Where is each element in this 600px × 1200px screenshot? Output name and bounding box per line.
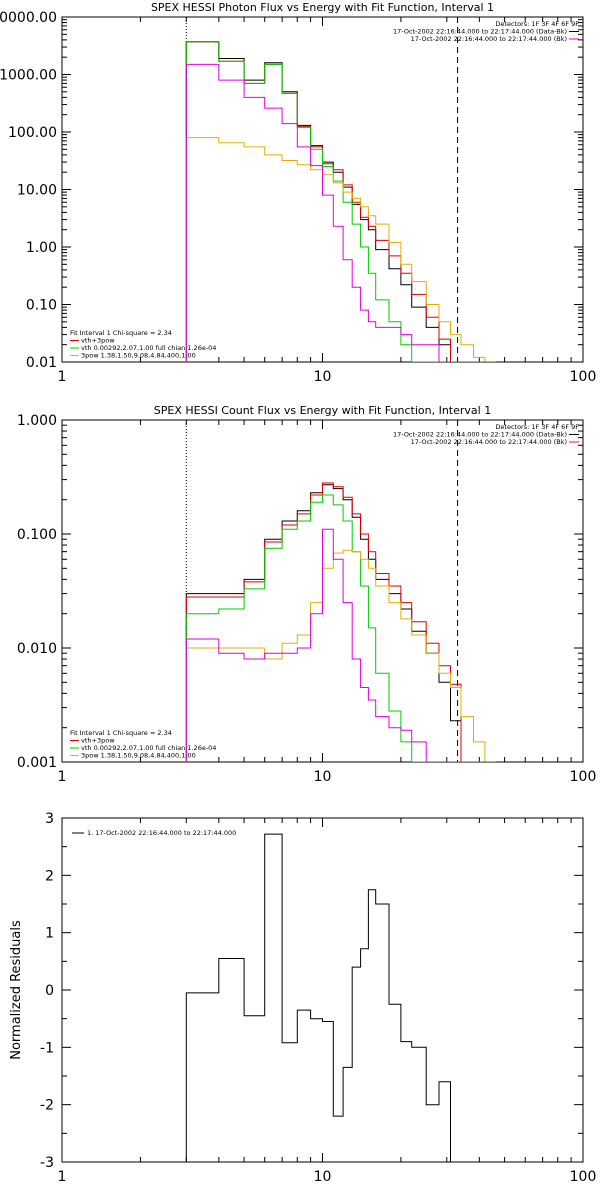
- fit-legend-text: 3pow 1.38,1.50,9.08,4.84,400,1.00: [81, 752, 196, 760]
- series-step-line: [185, 494, 496, 762]
- y-tick-label: 100.00: [8, 125, 57, 141]
- series-step-line: [185, 549, 496, 762]
- detectors-label: Detectors: 1F 3F 4F 6F 9F: [495, 20, 579, 28]
- y-tick-label: 0.001: [17, 755, 57, 771]
- y-tick-label: 3: [45, 811, 54, 827]
- x-tick-label: 1: [58, 369, 67, 385]
- y-tick-label: -1: [40, 1040, 54, 1056]
- y-tick-label: 0000.00: [0, 10, 57, 26]
- interval-legend-text: 17-Oct-2002 22:16:44.000 to 22:17:44.000…: [393, 28, 567, 36]
- x-tick-label: 10: [314, 1169, 332, 1185]
- fit-legend-text: vth+3pow: [81, 737, 115, 745]
- y-tick-label: 1.00: [26, 240, 57, 256]
- x-tick-label: 100: [570, 769, 597, 785]
- interval-legend-text: 17-Oct-2002 22:16:44.000 to 22:17:44.000…: [411, 438, 567, 446]
- y-tick-label: 10.00: [17, 183, 57, 199]
- fit-legend-text: vth 0.00292,2.07,1.00 full chian 1.26e-0…: [81, 744, 216, 752]
- x-tick-label: 1: [58, 769, 67, 785]
- series-step-line: [185, 528, 496, 762]
- interval-legend-text: 17-Oct-2002 22:16:44.000 to 22:17:44.000…: [411, 35, 567, 43]
- y-tick-label: 0.10: [26, 298, 57, 314]
- y-tick-label: -3: [40, 1155, 54, 1171]
- chart-title: SPEX HESSI Count Flux vs Energy with Fit…: [154, 404, 491, 417]
- series-step-line: [185, 41, 496, 362]
- detectors-label: Detectors: 1F 3F 4F 6F 9F: [495, 423, 579, 431]
- residual-legend-text: 1. 17-Oct-2002 22:16:44.000 to 22:17:44.…: [87, 829, 236, 837]
- y-tick-label: 1000.00: [0, 68, 57, 84]
- y-tick-label: 0.010: [17, 641, 57, 657]
- fit-legend-title: Fit Interval 1 Chi-square = 2.34: [70, 329, 172, 337]
- chart-title: SPEX HESSI Photon Flux vs Energy with Fi…: [151, 1, 494, 14]
- y-axis-label: Normalized Residuals: [9, 920, 24, 1060]
- x-tick-label: 1: [58, 1169, 67, 1185]
- fit-legend-text: vth 0.00292,2.07,1.00 full chian 1.26e-0…: [81, 344, 216, 352]
- y-tick-label: 2: [45, 868, 54, 884]
- series-step-line: [185, 833, 461, 1162]
- x-tick-label: 100: [570, 1169, 597, 1185]
- y-tick-label: 0.100: [17, 527, 57, 543]
- x-tick-label: 10: [314, 769, 332, 785]
- y-tick-label: 0: [45, 983, 54, 999]
- x-tick-label: 10: [314, 369, 332, 385]
- series-step-line: [185, 63, 496, 362]
- fit-legend-text: 3pow 1.38,1.50,9.08,4.84,400,1.00: [81, 352, 196, 360]
- y-tick-label: -2: [40, 1098, 54, 1114]
- series-step-line: [185, 41, 496, 362]
- y-tick-label: 0.01: [26, 355, 57, 371]
- x-tick-label: 100: [570, 369, 597, 385]
- y-tick-label: 1.000: [17, 413, 57, 429]
- fit-legend-text: vth+3pow: [81, 337, 115, 345]
- series-step-line: [185, 137, 496, 362]
- y-tick-label: 1: [45, 926, 54, 942]
- fit-legend-title: Fit Interval 1 Chi-square = 2.34: [70, 729, 172, 737]
- interval-legend-text: 17-Oct-2002 22:16:44.000 to 22:17:44.000…: [393, 431, 567, 439]
